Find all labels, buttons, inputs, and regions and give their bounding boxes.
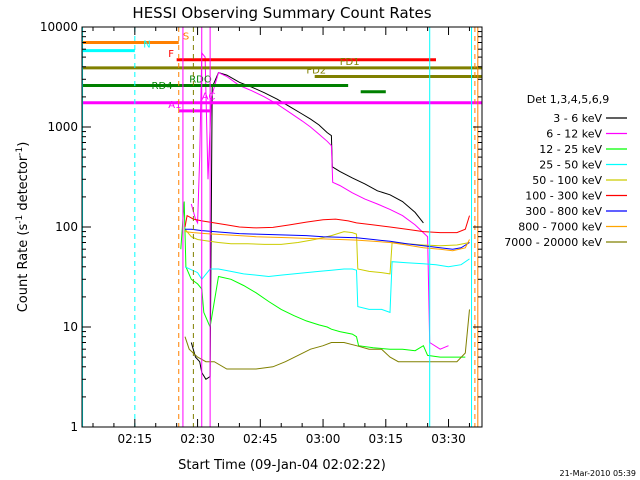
series-line-6-12-kev [190,51,449,350]
y-tick-label: 1 [70,420,78,434]
legend-label-3-6-kev: 3 - 6 keV [553,112,602,125]
legend-title: Det 1,3,4,5,6,9 [527,93,610,106]
flag-label-fd2: FD2 [306,65,326,76]
series-line-800-7000-kev [184,231,470,252]
flag-label-s: S [183,31,189,42]
y-axis-label-mid: detector [16,155,31,215]
flag-label-rdo: RDO [189,75,212,86]
axes: 02:15 02:30 02:45 03:00 03:15 03:30 1 10 100 1000… [40,20,482,446]
x-tick-label: 02:30 [180,432,215,446]
legend-label-300-800-kev: 300 - 800 keV [525,205,602,218]
y-axis-label-sup2: -1 [15,147,25,156]
y-axis-label: Count Rate (s-1 detector-1) [15,142,31,313]
x-tick-label: 02:45 [243,432,278,446]
footer-timestamp: 21-Mar-2010 05:39 [560,469,637,478]
legend-label-100-300-kev: 100 - 300 keV [525,190,602,203]
chart-title: HESSI Observing Summary Count Rates [132,4,431,22]
legend-label-25-50-kev: 25 - 50 keV [539,159,602,172]
vertical-markers [82,27,479,427]
flag-label-ac: AC [202,92,216,103]
series-line-25-50-kev [184,258,470,314]
flag-label-a1: A1 [168,100,181,111]
y-tick-label: 100 [55,220,78,234]
series-line-7000-20000-kev [184,309,470,370]
legend-label-6-12-kev: 6 - 12 keV [546,128,602,141]
x-axis-label: Start Time (09-Jan-04 02:02:22) [178,458,386,473]
x-tick-label: 03:30 [431,432,466,446]
y-axis-label-end: ) [16,142,31,147]
y-tick-label: 10000 [40,20,78,34]
x-tick-label: 03:15 [368,432,403,446]
flag-label-fd1: FD1 [340,57,360,68]
legend: Det 1,3,4,5,6,9 3 - 6 keV 6 - 12 keV 12 - 2… [504,93,627,249]
y-axis-label-sup1: -1 [15,215,25,224]
legend-label-50-100-kev: 50 - 100 keV [532,174,602,187]
legend-label-800-7000-kev: 800 - 7000 keV [518,221,602,234]
flag-label-n: N [143,40,150,51]
series-line-100-300-kev [184,214,470,234]
legend-label-12-25-kev: 12 - 25 keV [539,143,602,156]
series-line-3-6-kev [190,71,424,381]
legend-label-7000-20000-kev: 7000 - 20000 keV [504,236,602,249]
x-tick-label: 03:00 [306,432,341,446]
series-line-300-800-kev [185,228,470,250]
y-axis-label-main: Count Rate (s [16,224,31,313]
flag-label-rd4: RD4 [152,81,173,92]
x-tick-label: 02:15 [118,432,153,446]
y-tick-label: 10 [63,320,78,334]
flag-label-f: F [168,49,174,60]
flag-bars: S N F FD1 FD2 RDO RD4 AC A1 [82,31,482,113]
y-tick-label: 1000 [47,120,78,134]
